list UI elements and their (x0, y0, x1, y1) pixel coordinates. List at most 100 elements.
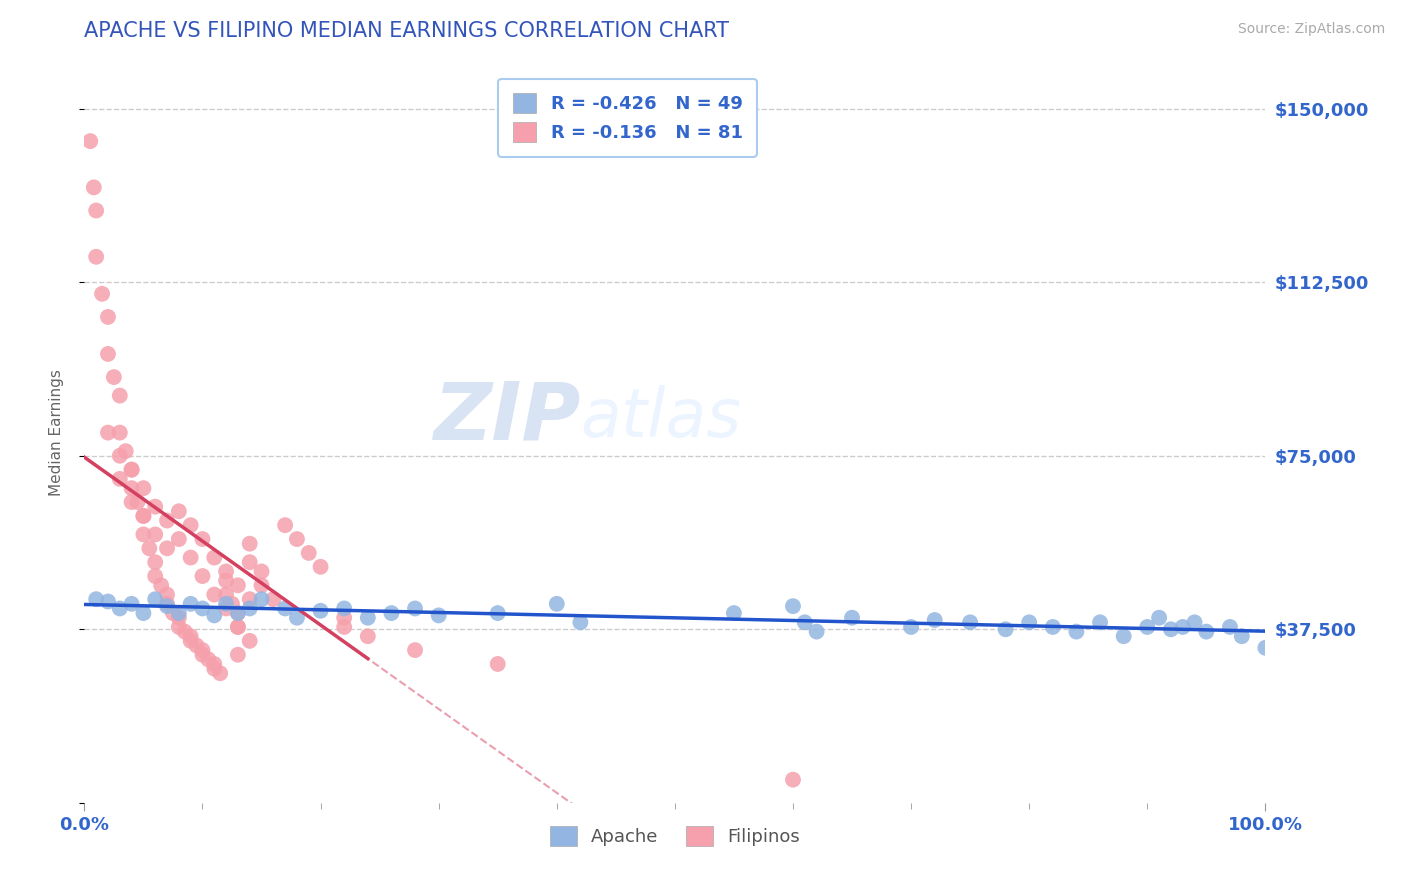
Point (84, 592, 107, 607)
Point (250, 565, 273, 579)
Point (239, 633, 262, 648)
Point (486, 657, 509, 671)
Point (97, 310, 120, 324)
Point (215, 588, 238, 602)
Point (108, 601, 131, 615)
Point (197, 652, 219, 666)
Point (143, 555, 166, 569)
Point (427, 608, 450, 623)
Point (108, 425, 131, 440)
Point (1230, 629, 1253, 643)
Point (274, 518, 297, 533)
Point (143, 569, 166, 583)
Point (309, 559, 332, 574)
Point (1254, 640, 1277, 655)
Point (250, 592, 273, 607)
Point (333, 601, 356, 615)
Point (994, 622, 1017, 636)
Point (723, 606, 745, 620)
Point (167, 532, 190, 546)
Point (226, 606, 249, 620)
Point (79, 134, 101, 148)
Y-axis label: Median Earnings: Median Earnings (49, 369, 63, 496)
Point (924, 613, 946, 627)
Point (180, 550, 202, 565)
Point (180, 633, 202, 648)
Point (782, 599, 804, 614)
Point (1171, 620, 1194, 634)
Point (215, 597, 238, 611)
Point (202, 662, 225, 676)
Point (84, 250, 107, 264)
Point (143, 500, 166, 514)
Legend: Apache, Filipinos: Apache, Filipinos (543, 819, 807, 853)
Point (167, 504, 190, 518)
Point (127, 495, 149, 509)
Point (298, 546, 321, 560)
Point (121, 481, 143, 495)
Point (156, 514, 179, 528)
Point (156, 597, 179, 611)
Point (191, 648, 214, 662)
Point (132, 606, 155, 620)
Point (1112, 629, 1135, 643)
Point (285, 532, 308, 546)
Point (167, 620, 190, 634)
Point (114, 444, 136, 458)
Point (121, 462, 143, 476)
Point (202, 588, 225, 602)
Point (380, 606, 402, 620)
Point (132, 527, 155, 541)
Point (226, 620, 249, 634)
Point (209, 666, 232, 681)
Point (1088, 615, 1111, 630)
Point (333, 620, 356, 634)
Point (108, 472, 131, 486)
Point (221, 597, 243, 611)
Point (262, 592, 284, 607)
Point (91, 286, 114, 301)
Point (285, 610, 308, 624)
Point (180, 597, 202, 611)
Point (167, 606, 190, 620)
Text: APACHE VS FILIPINO MEDIAN EARNINGS CORRELATION CHART: APACHE VS FILIPINO MEDIAN EARNINGS CORRE… (84, 21, 730, 41)
Point (97, 594, 120, 608)
Point (1066, 624, 1088, 639)
Point (191, 569, 214, 583)
Point (97, 425, 120, 440)
Point (180, 518, 202, 533)
Point (1219, 620, 1241, 634)
Point (103, 370, 125, 384)
Point (215, 565, 238, 579)
Point (404, 601, 426, 615)
Point (239, 555, 262, 569)
Point (1195, 624, 1218, 639)
Point (793, 615, 815, 630)
Text: ZIP: ZIP (433, 379, 581, 457)
Point (202, 608, 225, 623)
Point (83, 180, 105, 194)
Point (215, 601, 238, 615)
Point (108, 388, 131, 402)
Point (357, 629, 380, 643)
Text: Source: ZipAtlas.com: Source: ZipAtlas.com (1237, 22, 1385, 37)
Point (191, 601, 214, 615)
Point (162, 606, 184, 620)
Point (97, 347, 120, 361)
Point (202, 550, 225, 565)
Point (150, 578, 173, 592)
Point (132, 481, 155, 495)
Point (309, 604, 332, 618)
Point (108, 449, 131, 463)
Point (84, 203, 107, 218)
Point (156, 541, 179, 556)
Point (143, 592, 166, 607)
Point (806, 624, 828, 639)
Point (186, 639, 208, 653)
Point (1018, 615, 1040, 630)
Point (1184, 615, 1206, 630)
Point (1136, 620, 1159, 634)
Point (191, 643, 214, 657)
Point (202, 657, 225, 671)
Point (132, 508, 155, 523)
